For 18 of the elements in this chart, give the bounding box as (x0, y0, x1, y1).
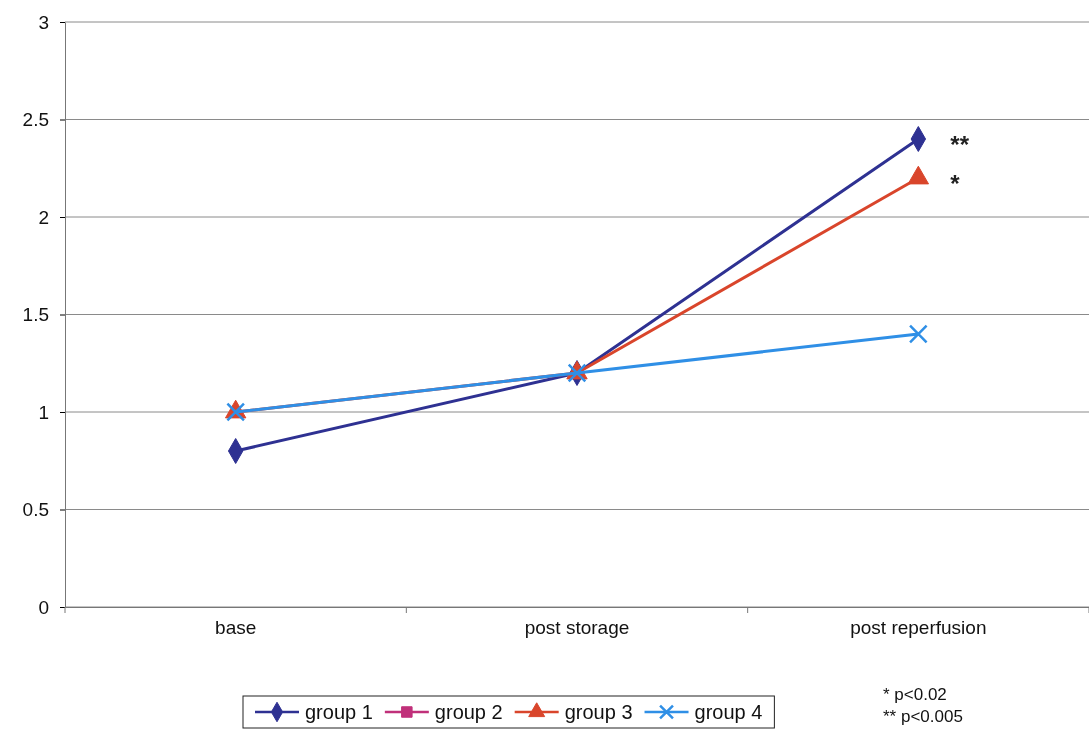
y-tick-label: 1 (38, 401, 49, 423)
text: ** p<0.005 (883, 707, 963, 726)
y-tick-label: 2 (38, 206, 49, 228)
legend-label: group 3 (564, 701, 633, 723)
y-tick-label: 3 (38, 11, 49, 33)
annotation: ** (950, 131, 970, 158)
y-tick-label: 2.5 (22, 109, 49, 131)
x-tick-label: post storage (524, 617, 630, 638)
legend-label: group 4 (694, 701, 763, 723)
x-tick-label: post reperfusion (850, 617, 987, 638)
text: * p<0.02 (883, 685, 947, 704)
y-tick-label: 0 (38, 596, 49, 618)
x-tick-label: base (215, 617, 257, 638)
y-tick-label: 0.5 (22, 499, 49, 521)
annotation: * (950, 170, 961, 197)
legend-label: group 1 (305, 701, 373, 723)
y-tick-label: 1.5 (22, 304, 49, 326)
legend-label: group 2 (434, 701, 503, 723)
